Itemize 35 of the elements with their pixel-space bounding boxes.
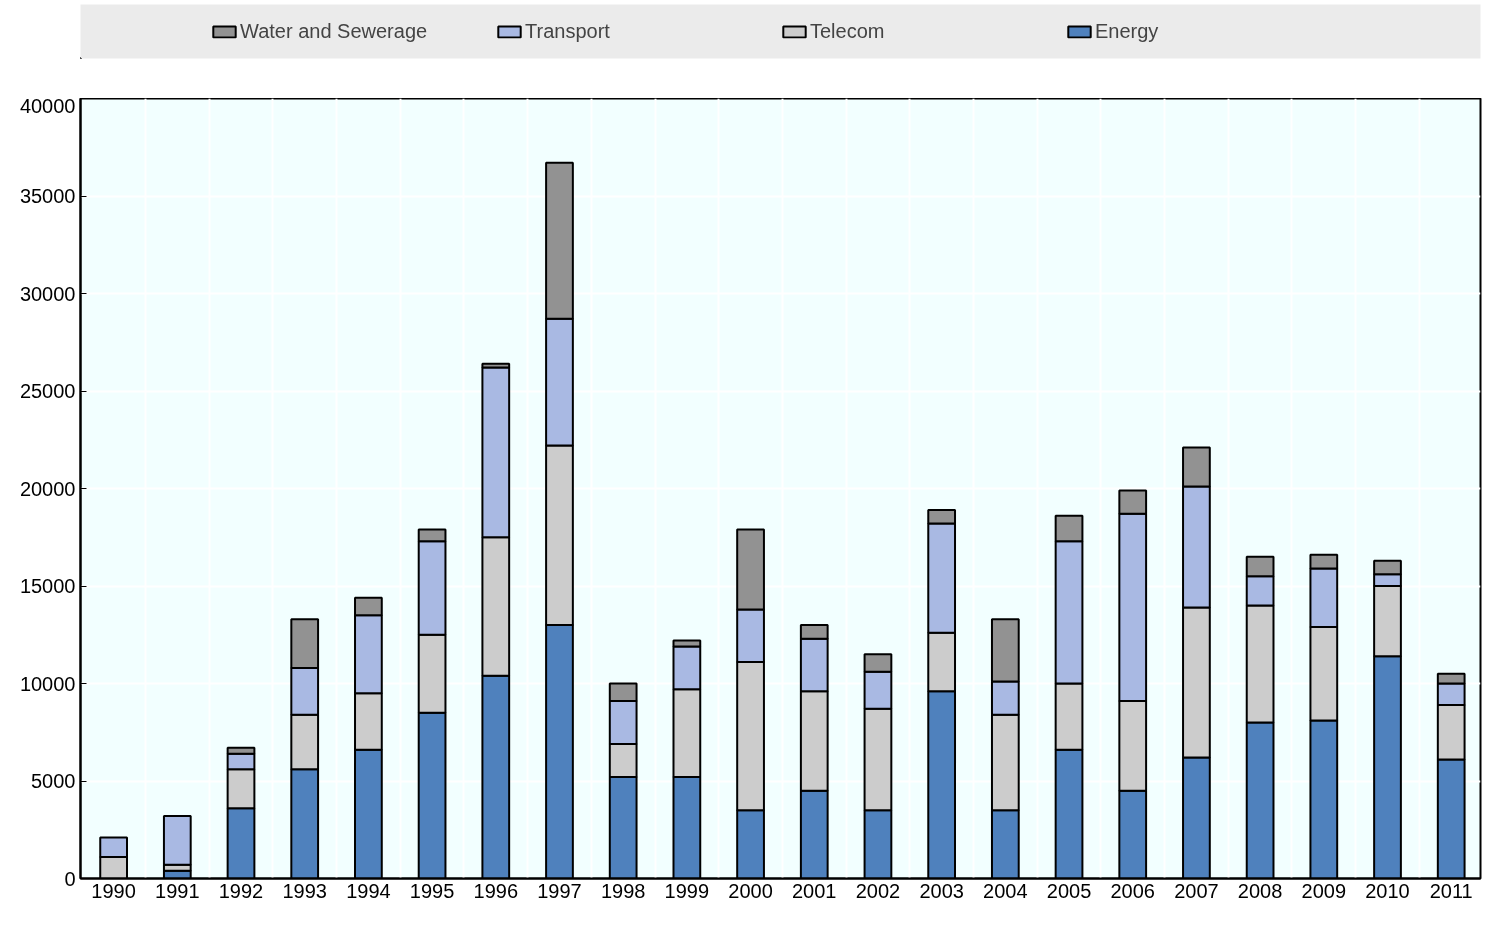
y-tick-label: 20000 [19,477,76,500]
x-tick-label: 2011 [1429,879,1473,902]
x-tick-label: 1992 [218,879,264,902]
x-tick-label: 1998 [600,879,646,902]
y-tick-label: 10000 [19,672,76,695]
y-tick-label: 15000 [19,575,76,597]
y-tick-label: 30000 [19,282,76,305]
x-tick-label: 2004 [983,879,1028,902]
x-tick-label: 2007 [1174,879,1219,902]
x-tick-label: 2010 [1365,879,1410,902]
x-tick-label: 2001 [792,879,837,902]
y-tick-label: 0 [64,867,76,890]
x-tick-label: 2003 [919,879,964,902]
x-tick-label: 1993 [282,879,327,902]
y-tick-label: 40000 [19,94,76,117]
legend-label: Water and Sewerage [240,19,429,43]
x-tick-label: 2006 [1110,879,1155,902]
x-tick-label: 2008 [1237,879,1283,902]
x-tick-label: 1995 [409,879,455,902]
x-tick-label: 2000 [728,879,773,902]
x-tick-label: 1990 [91,879,136,902]
x-tick-label: 1999 [664,879,710,902]
legend-label: Transport [525,19,611,43]
legend-label: Telecom [810,19,886,43]
x-tick-label: 1996 [473,879,519,902]
x-tick-label: 1994 [346,879,391,902]
x-tick-label: 2002 [855,879,901,902]
x-tick-label: 2009 [1301,879,1347,902]
y-tick-label: 35000 [19,185,76,207]
y-tick-label: 25000 [19,380,76,402]
x-tick-label: 2005 [1046,879,1092,902]
x-tick-label: 1997 [537,879,582,902]
y-tick-label: 5000 [31,770,76,792]
legend-label: Energy [1095,19,1160,43]
x-tick-label: 1991 [155,879,200,902]
